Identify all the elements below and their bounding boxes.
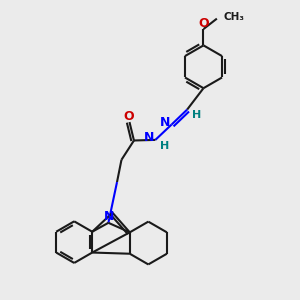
Text: N: N	[103, 210, 114, 223]
Text: O: O	[198, 17, 209, 30]
Text: N: N	[144, 131, 154, 144]
Text: H: H	[192, 110, 201, 120]
Text: H: H	[160, 141, 169, 152]
Text: O: O	[124, 110, 134, 123]
Text: N: N	[160, 116, 170, 129]
Text: CH₃: CH₃	[224, 12, 244, 22]
